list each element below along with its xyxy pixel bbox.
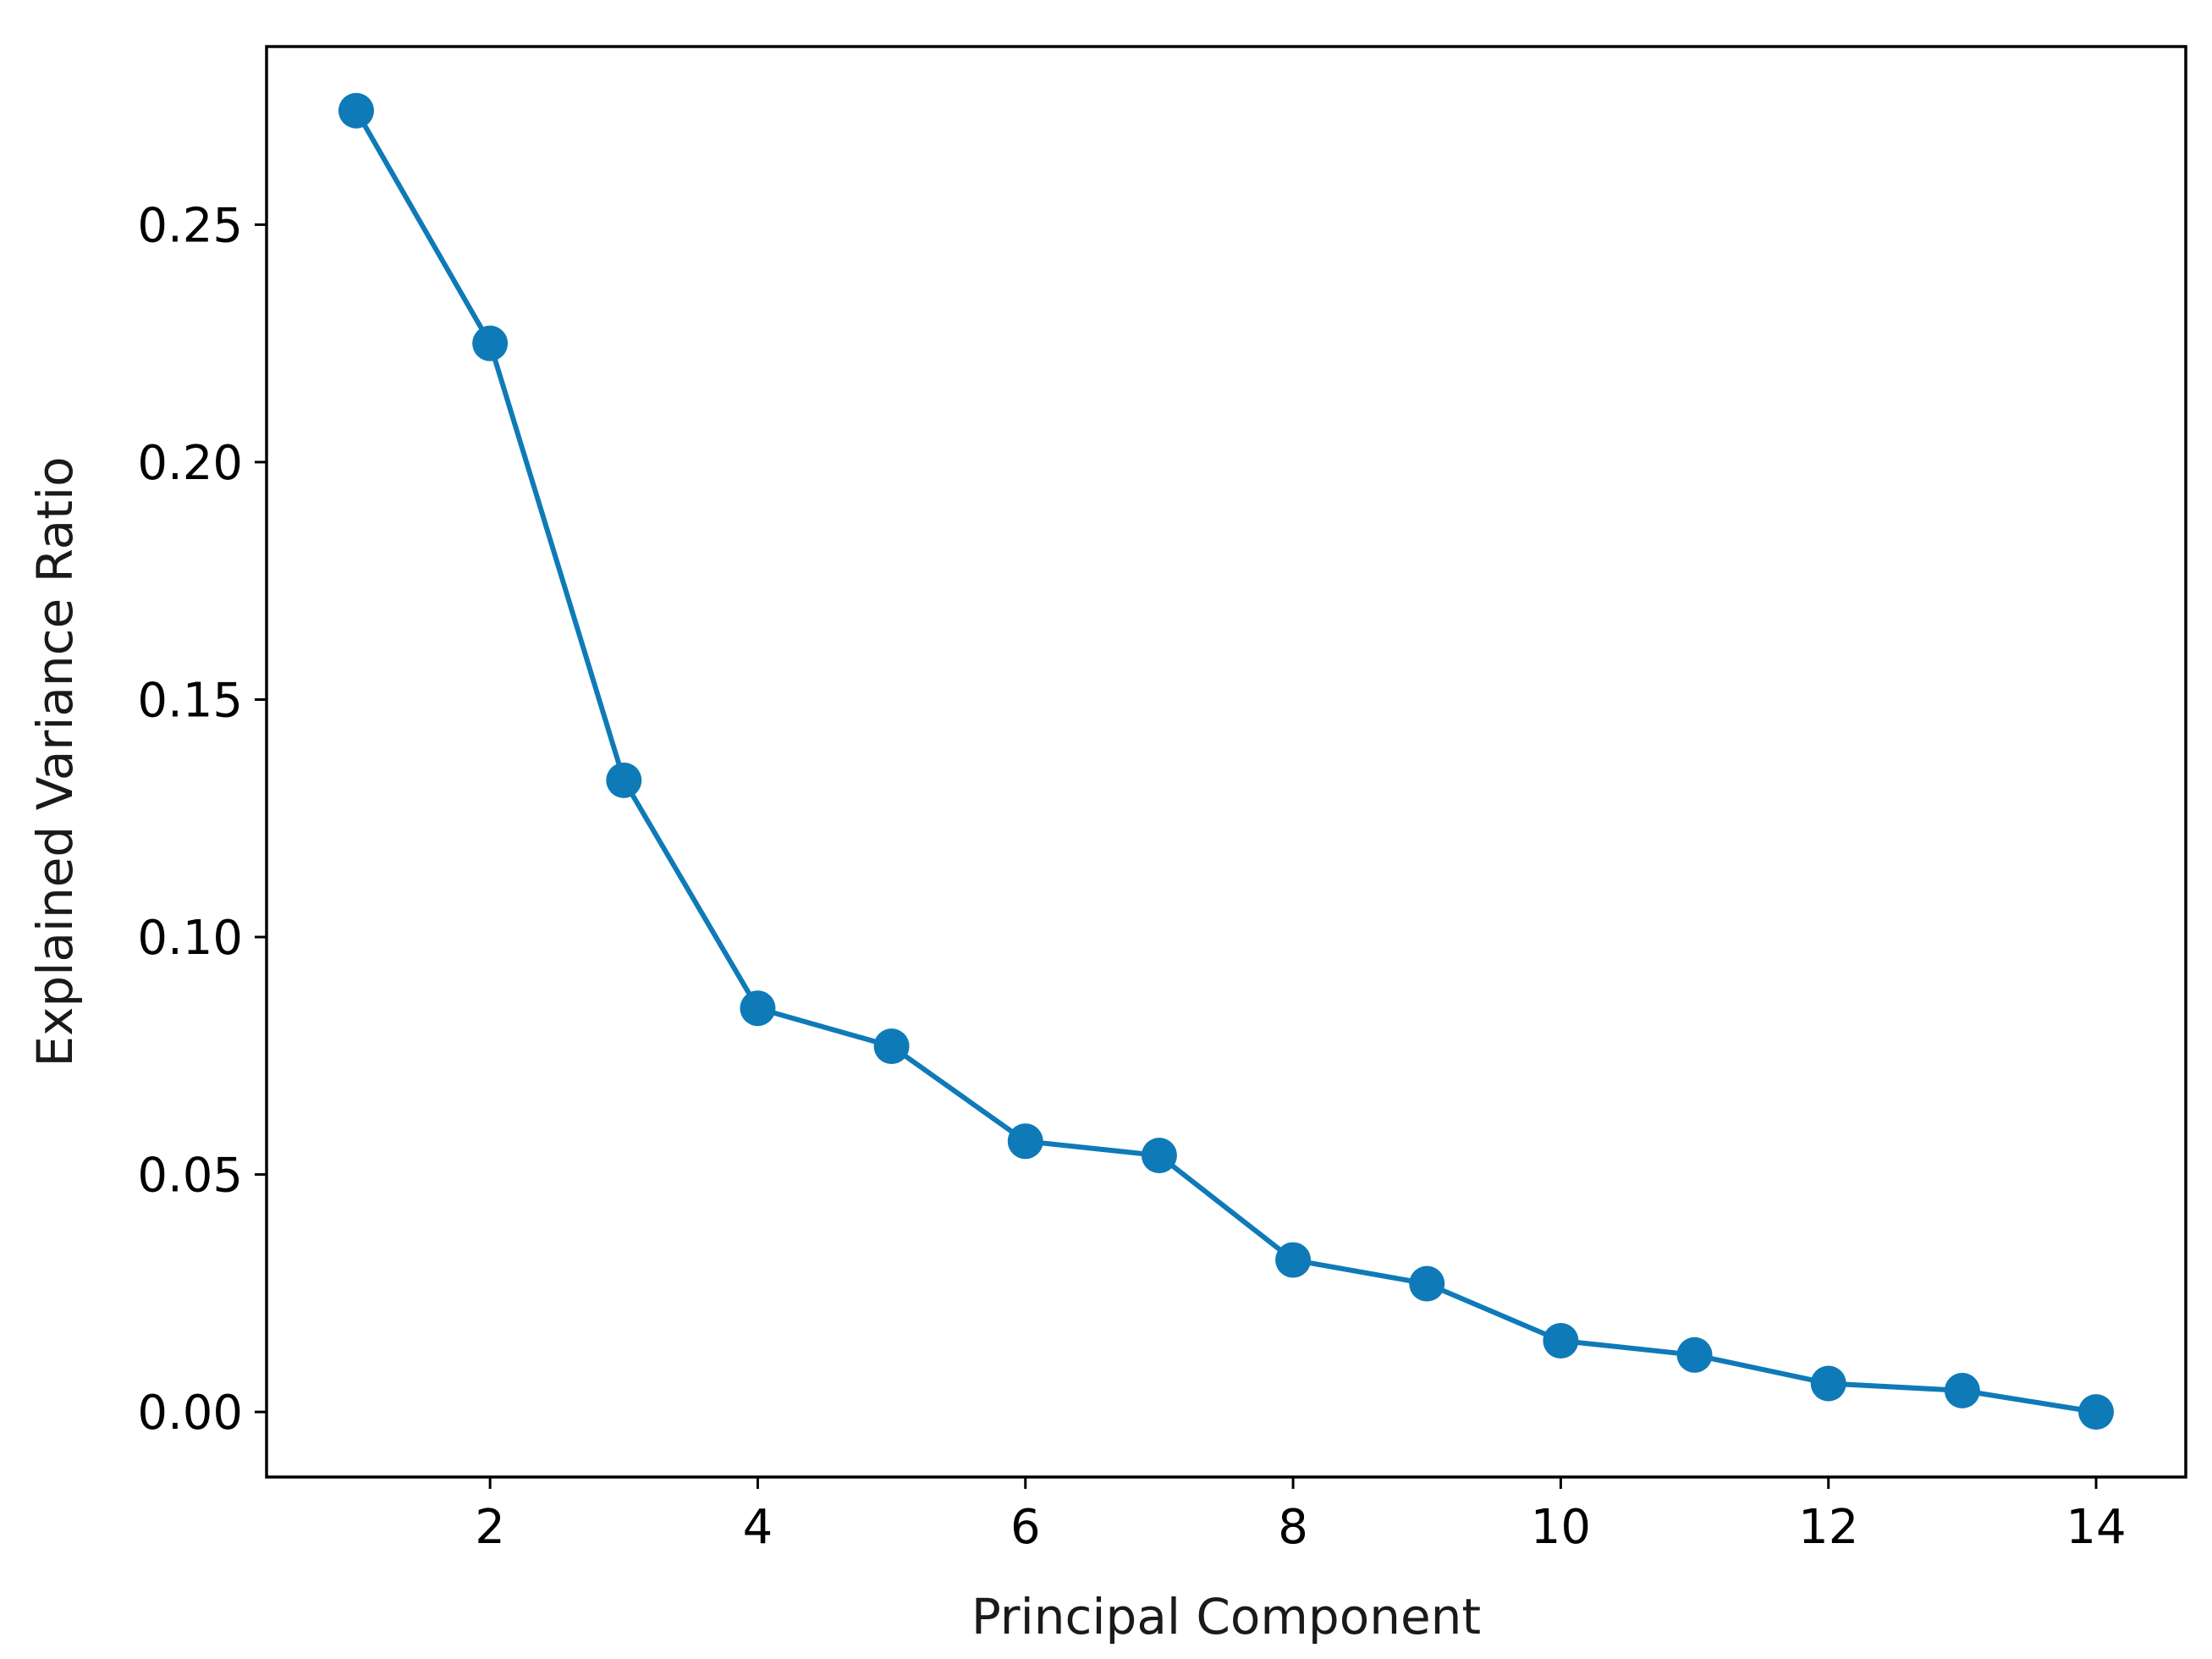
data-point — [338, 92, 374, 129]
x-tick-label: 6 — [1010, 1500, 1041, 1555]
data-point — [606, 762, 642, 798]
data-point — [1944, 1372, 1980, 1408]
y-tick-label: 0.15 — [137, 673, 243, 728]
y-axis: 0.00 0.05 0.10 0.15 0.20 0.25 — [137, 198, 267, 1441]
y-tick-label: 0.25 — [137, 198, 243, 253]
data-point — [873, 1028, 910, 1065]
data-point — [1007, 1123, 1043, 1160]
data-point — [1141, 1138, 1177, 1174]
x-tick-label: 12 — [1798, 1500, 1858, 1555]
plot-frame — [265, 45, 2187, 1479]
data-point — [1543, 1322, 1579, 1359]
data-point — [1676, 1337, 1713, 1373]
y-tick-label: 0.05 — [137, 1149, 243, 1204]
data-point — [740, 990, 776, 1027]
y-tick-label: 0.00 — [137, 1386, 243, 1441]
series-line — [353, 107, 2099, 1415]
y-tick-label: 0.10 — [137, 911, 243, 966]
data-point — [1409, 1265, 1445, 1302]
x-axis: 2 4 6 8 10 12 14 — [475, 1477, 2127, 1555]
x-tick-label: 8 — [1278, 1500, 1308, 1555]
y-tick-label: 0.20 — [137, 436, 243, 491]
y-axis-title: Explained Variance Ratio — [26, 456, 84, 1066]
x-tick-label: 4 — [743, 1500, 773, 1555]
data-point — [1810, 1365, 1846, 1402]
data-point — [2078, 1394, 2115, 1430]
x-axis-title: Principal Component — [971, 1588, 1481, 1645]
data-point — [1275, 1242, 1312, 1278]
x-tick-label: 10 — [1531, 1500, 1591, 1555]
x-tick-label: 14 — [2066, 1500, 2126, 1555]
data-point — [472, 325, 509, 361]
plot-marks — [338, 92, 2115, 1430]
x-tick-label: 2 — [475, 1500, 505, 1555]
